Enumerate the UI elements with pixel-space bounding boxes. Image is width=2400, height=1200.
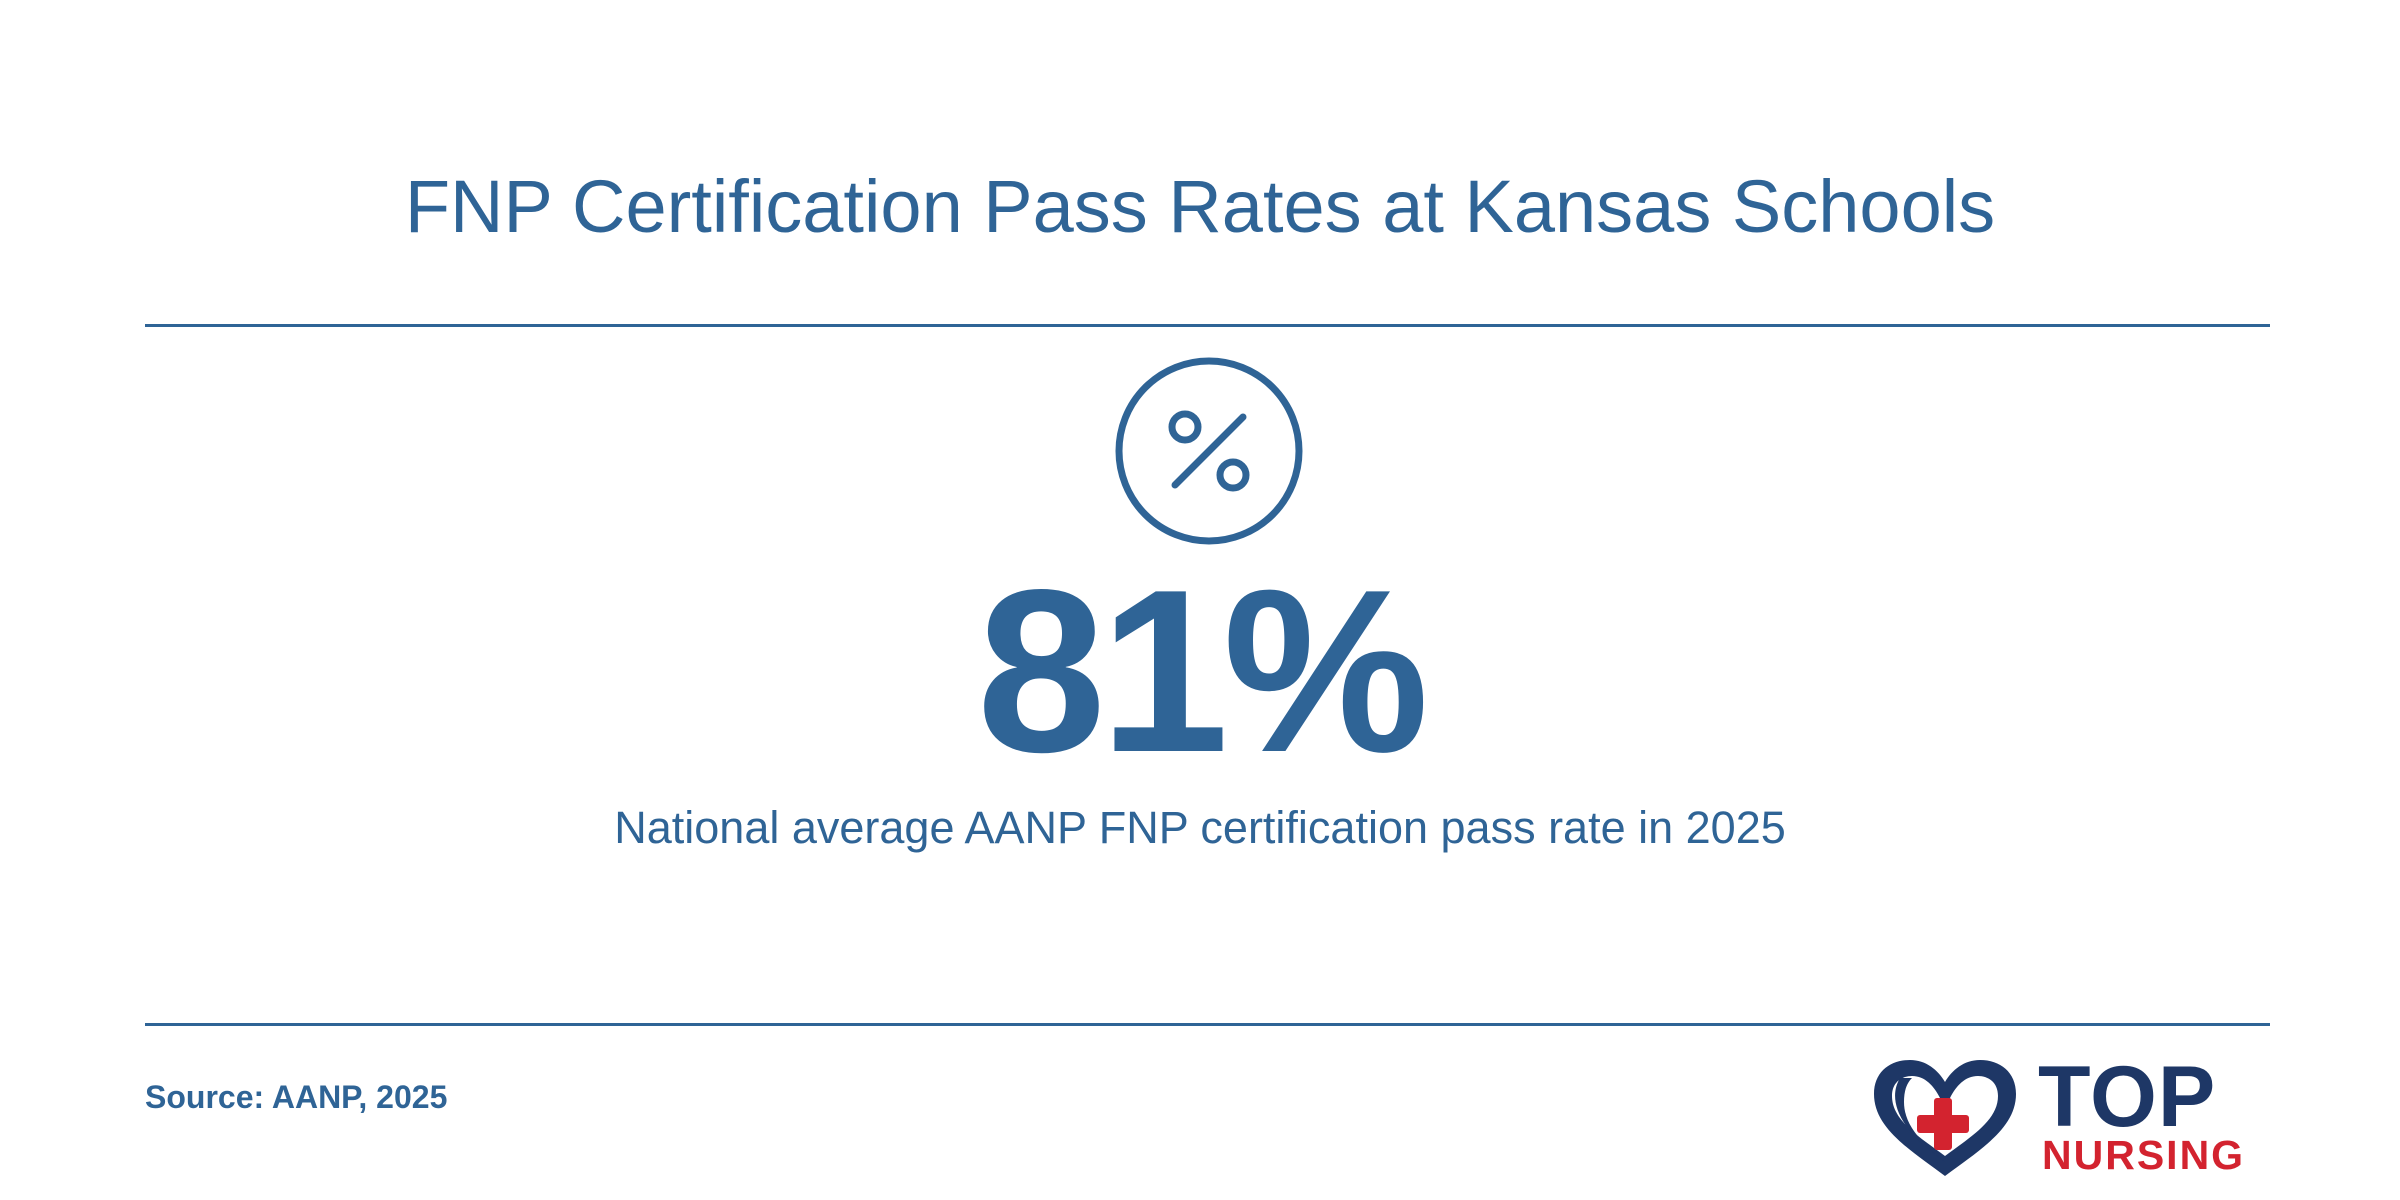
percent-circle-icon: [1113, 355, 1305, 547]
top-nursing-logo: TOP NURSING: [1870, 1052, 2270, 1180]
stat-value: 81%: [976, 542, 1429, 801]
source-note: Source: AANP, 2025: [145, 1079, 448, 1115]
top-divider: [145, 324, 2270, 327]
logo-word-nursing: NURSING: [2042, 1132, 2246, 1178]
stat-caption: National average AANP FNP certification …: [614, 802, 1786, 853]
heart-cross-icon: [1874, 1060, 2016, 1176]
page-title: FNP Certification Pass Rates at Kansas S…: [404, 164, 1996, 248]
logo-word-top: TOP: [2038, 1049, 2217, 1145]
bottom-divider: [145, 1023, 2270, 1026]
